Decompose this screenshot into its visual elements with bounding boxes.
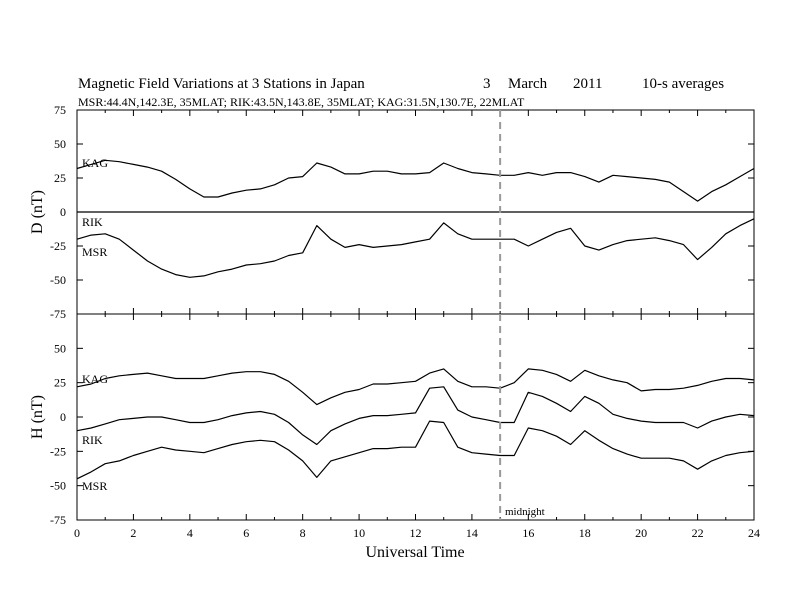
h-kag-label: KAG <box>82 372 108 386</box>
x-tick-label: 22 <box>692 526 704 540</box>
d-ytick-label: 25 <box>54 171 66 185</box>
d-axis-label: D (nT) <box>29 190 46 234</box>
x-tick-label: 16 <box>522 526 534 540</box>
h-ytick-label: -25 <box>50 444 66 458</box>
x-tick-label: 10 <box>353 526 365 540</box>
x-tick-label: 4 <box>187 526 193 540</box>
chart-day: 3 <box>483 76 491 92</box>
x-tick-label: 20 <box>635 526 647 540</box>
h-msr-line <box>76 420 755 480</box>
h-ytick-label: 25 <box>54 376 66 390</box>
x-tick-label: 6 <box>243 526 249 540</box>
chart-averaging: 10-s averages <box>642 76 724 92</box>
d-rik-label: RIK <box>82 215 103 229</box>
h-kag-line <box>76 368 755 406</box>
d-ytick-label: 50 <box>54 137 66 151</box>
midnight-label: midnight <box>505 506 545 518</box>
h-msr-label: MSR <box>82 479 107 493</box>
h-panel-frame <box>76 313 755 521</box>
h-rik-line <box>76 386 755 446</box>
x-tick-label: 0 <box>74 526 80 540</box>
x-tick-label: 24 <box>748 526 760 540</box>
h-ytick-label: 0 <box>60 410 66 424</box>
d-ytick-label: -75 <box>50 307 66 321</box>
chart-title: Magnetic Field Variations at 3 Stations … <box>78 76 365 92</box>
h-ytick-label: -75 <box>50 513 66 527</box>
chart-year: 2011 <box>573 76 602 92</box>
chart-month: March <box>508 76 548 92</box>
x-tick-label: 8 <box>300 526 306 540</box>
h-ytick-label: -50 <box>50 479 66 493</box>
h-rik-label: RIK <box>82 433 103 447</box>
h-axis-label: H (nT) <box>29 395 46 439</box>
x-tick-label: 14 <box>466 526 478 540</box>
d-kag-label: KAG <box>82 156 108 170</box>
x-tick-label: 18 <box>579 526 591 540</box>
d-ytick-label: 0 <box>60 205 66 219</box>
x-axis-label: Universal Time <box>365 544 464 561</box>
d-msr-label: MSR <box>82 245 107 259</box>
x-tick-label: 12 <box>410 526 422 540</box>
d-ytick-label: 75 <box>54 103 66 117</box>
d-ytick-label: -25 <box>50 239 66 253</box>
h-ytick-label: 50 <box>54 341 66 355</box>
d-kag-line <box>76 159 755 202</box>
d-msr-line <box>76 218 755 278</box>
chart-subtitle: MSR:44.4N,142.3E, 35MLAT; RIK:43.5N,143.… <box>78 95 525 109</box>
x-tick-label: 2 <box>130 526 136 540</box>
d-ytick-label: -50 <box>50 273 66 287</box>
